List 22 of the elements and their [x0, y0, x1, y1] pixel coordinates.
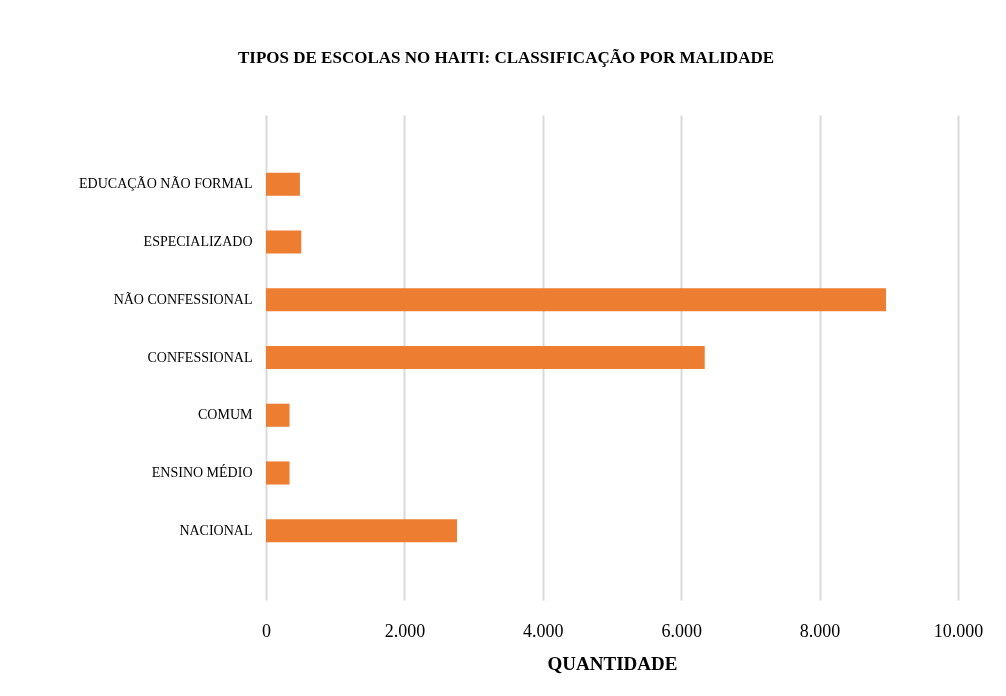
- bar: [266, 461, 290, 485]
- y-tick-label: COMUM: [198, 407, 254, 423]
- bar: [266, 519, 457, 543]
- x-tick-label: 6.000: [661, 620, 702, 641]
- x-tick-label: 2.000: [384, 620, 426, 641]
- y-tick-label: CONFESSIONAL: [147, 349, 253, 365]
- x-tick-label: 0: [262, 620, 271, 641]
- bar: [266, 403, 290, 427]
- x-tick-label: 8.000: [799, 620, 841, 641]
- y-tick-label: NÃO CONFESSIONAL: [113, 291, 253, 307]
- y-tick-label: ESPECIALIZADO: [143, 234, 253, 250]
- bar: [266, 230, 302, 254]
- x-tick-label: 4.000: [523, 620, 564, 641]
- chart-title: TIPOS DE ESCOLAS NO HAITI: CLASSIFICAÇÃO POR MALIDADE: [237, 48, 775, 67]
- y-tick-label: EDUCAÇÃO NÃO FORMAL: [79, 176, 253, 192]
- bar: [266, 345, 705, 370]
- y-tick-label: NACIONAL: [179, 522, 253, 538]
- x-tick-label: 10.000: [933, 620, 984, 641]
- bar: [266, 172, 300, 196]
- y-tick-label: ENSINO MÉDIO: [151, 463, 253, 480]
- x-axis-title: QUANTIDADE: [547, 652, 678, 674]
- bar: [266, 288, 887, 312]
